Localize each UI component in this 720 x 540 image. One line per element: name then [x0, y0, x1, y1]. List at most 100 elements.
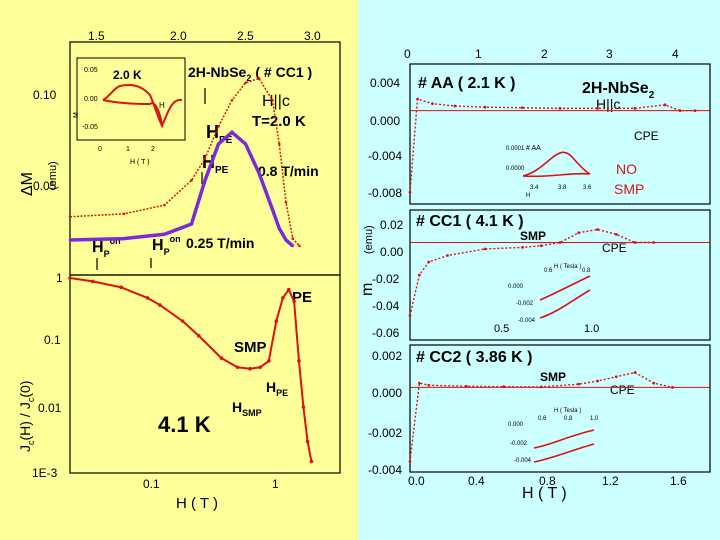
bottom-x-tick-3: 0.8 — [539, 474, 556, 488]
cc1-cpe-label: CPE — [602, 241, 627, 255]
dm-point — [284, 200, 288, 204]
jc-point — [145, 296, 150, 300]
cc1-point — [483, 247, 487, 251]
cc1-inset-xlabel: H ( Tesla ) — [554, 264, 581, 270]
aa-y-tick-4: -0.008 — [368, 186, 402, 200]
jc-point — [267, 359, 271, 363]
cc2-inset-x-tick-3: 1.0 — [590, 416, 599, 422]
cc2-y-tick-1: 0.002 — [372, 349, 402, 363]
cc2-point — [652, 381, 656, 385]
dm-point — [203, 157, 207, 160]
dm-inset-x-tick-3: 2 — [151, 146, 155, 153]
cc1-inset-x-tick-2: 0.8 — [582, 268, 591, 274]
aa-point — [408, 190, 412, 194]
dm-inset-frame — [76, 57, 186, 141]
cc1-smp-label: SMP — [520, 229, 546, 243]
cc1-y-tick-1: 0.02 — [380, 218, 404, 232]
cc2-point — [633, 371, 637, 374]
jc-y-tick-2: 0.1 — [44, 333, 61, 347]
cc1-plot-frame — [409, 209, 711, 341]
aa-inset-x-tick-1: 3.4 — [530, 185, 539, 191]
dm-point — [68, 215, 72, 219]
cc2-y-tick-4: -0.004 — [368, 463, 402, 477]
dm-point — [230, 130, 234, 134]
jc-xlabel: H ( T ) — [176, 495, 218, 512]
dm-point — [277, 227, 281, 230]
cc1-y-tick-3: -0.02 — [372, 272, 400, 286]
cc1-inset-y-tick-3: -0.004 — [518, 318, 536, 324]
dm-inset-x-tick-2: 1 — [126, 146, 130, 153]
jc-x-tick-1: 0.1 — [143, 477, 160, 491]
cc2-point — [417, 381, 421, 385]
aa-inset-y-tick-1: 0.0001 — [506, 146, 525, 152]
dm-point — [271, 98, 274, 102]
dm-point — [244, 81, 247, 85]
left-figure: 1.5 2.0 2.5 3.0 0.10 0.05 ΔM (emu) 2H-Nb… — [17, 29, 341, 512]
cc1-point — [577, 231, 581, 235]
dm-series-group — [68, 77, 301, 248]
aa-series-line — [409, 98, 695, 193]
cc1-point — [446, 254, 449, 257]
cc1-point — [408, 314, 412, 318]
dm-point — [163, 203, 166, 207]
aa-plot-frame — [409, 63, 711, 205]
jc-point — [119, 285, 124, 290]
dm-series-slow-line — [69, 129, 294, 248]
dm-point — [291, 244, 295, 248]
aa-title: 2H-NbSe2 — [582, 80, 655, 101]
aa-y-tick-1: 0.004 — [370, 76, 400, 90]
cc2-plot-frame — [409, 344, 711, 473]
cc1-panel-label: # CC1 ( 4.1 K ) — [416, 213, 524, 230]
dm-point — [277, 142, 281, 146]
dm-point — [190, 179, 193, 182]
jc-plot-frame — [69, 274, 341, 474]
dm-point — [163, 232, 166, 236]
jc-point — [196, 333, 201, 338]
cc1-inset-y-tick-1: 0.000 — [508, 284, 524, 290]
dm-field-direction: H||c — [262, 93, 290, 110]
aa-point — [558, 106, 562, 110]
dm-rate-fast: 0.8 T/min — [258, 163, 319, 179]
dm-inset-ylabel: M — [73, 112, 80, 118]
cc2-point — [427, 383, 431, 387]
cc2-inset-y-tick-2: -0.002 — [510, 441, 528, 447]
dm-point — [217, 125, 220, 128]
cc1-inset-y-tick-2: -0.002 — [516, 301, 534, 307]
cc2-inset-x-tick-1: 0.6 — [538, 416, 547, 422]
jc-pe-label: PE — [292, 289, 312, 306]
right-figure: 0 1 2 3 4 0.004 0.000 -0.004 -0.008 # AA… — [359, 47, 711, 502]
cc1-inset-curves — [539, 275, 591, 319]
cc1-x-tick-2: 1.0 — [584, 323, 599, 335]
jc-x-tick-2: 1 — [272, 477, 279, 491]
dm-point — [122, 212, 126, 216]
dm-series-fast-line — [69, 77, 301, 247]
hp-on-label-2: HPon — [152, 234, 181, 257]
cc1-y-tick-4: -0.04 — [372, 299, 400, 313]
dm-point — [190, 222, 193, 226]
jc-y-tick-1: 1 — [56, 271, 63, 285]
cc2-inset-y-tick-3: -0.004 — [514, 458, 532, 464]
cc2-inset-xlabel: H ( Tesla ) — [554, 408, 581, 414]
cc2-point — [408, 460, 412, 463]
aa-point — [633, 106, 637, 110]
jc-point — [292, 299, 296, 304]
cc2-panel-label: # CC2 ( 3.86 K ) — [416, 349, 532, 366]
jc-point — [180, 319, 185, 323]
cc2-smp-label: SMP — [540, 370, 566, 384]
cc1-y-tick-5: -0.06 — [372, 326, 400, 340]
dm-inset-x-tick-1: 0 — [98, 146, 102, 153]
aa-point — [416, 97, 419, 101]
dm-top-tick-3: 2.5 — [237, 29, 254, 43]
cc2-inset-x-tick-2: 0.8 — [564, 416, 573, 422]
hp-on-label-1: HPon — [92, 236, 121, 259]
aa-no-smp-label: NO SMP — [614, 161, 644, 197]
jc-series-group — [68, 276, 314, 464]
aa-top-tick-1: 0 — [404, 47, 411, 61]
jc-point — [68, 276, 72, 280]
aa-field-direction: H||c — [596, 96, 620, 112]
aa-point — [453, 104, 457, 108]
aa-top-tick-5: 4 — [672, 47, 679, 61]
bottom-x-tick-2: 0.4 — [468, 474, 485, 488]
jc-point — [258, 365, 262, 370]
cc2-y-tick-2: 0.000 — [372, 386, 402, 400]
